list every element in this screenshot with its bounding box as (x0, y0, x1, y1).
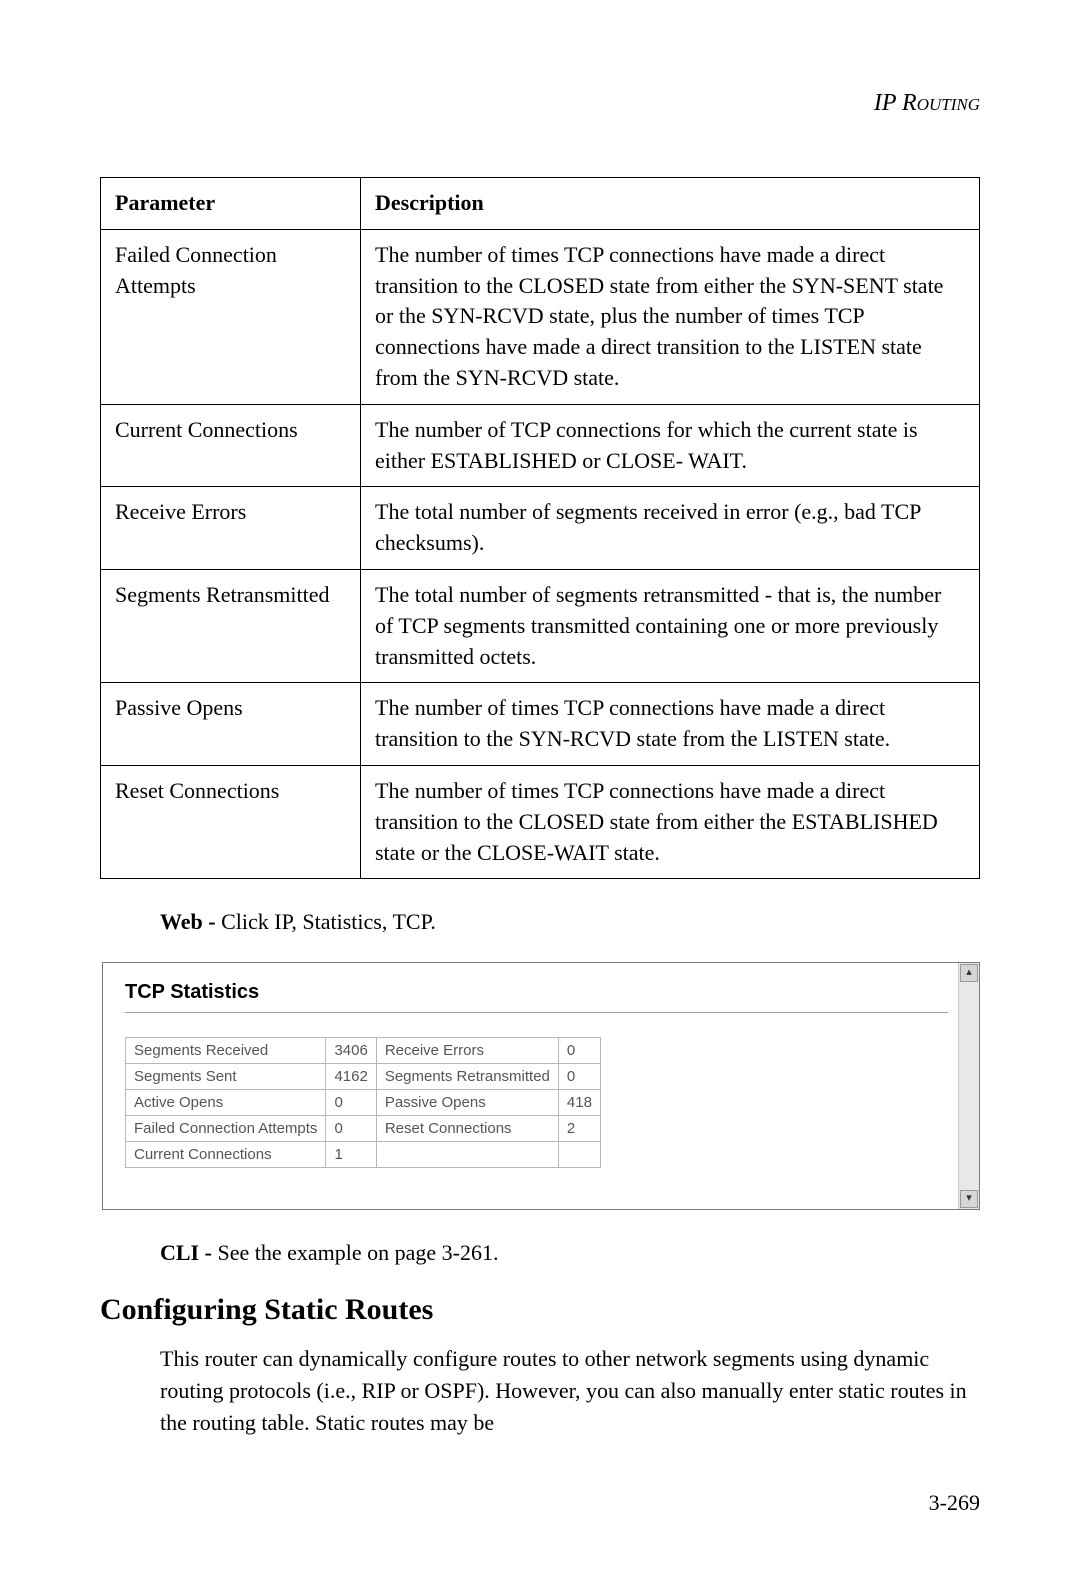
table-row: Receive Errors The total number of segme… (101, 487, 980, 570)
stat-label: Segments Received (126, 1038, 326, 1064)
cli-text: See the example on page 3-261. (217, 1240, 498, 1265)
table-row: Failed Connection Attempts The number of… (101, 229, 980, 404)
stat-value: 418 (558, 1090, 600, 1116)
stat-label: Active Opens (126, 1090, 326, 1116)
param-cell: Segments Retransmitted (101, 569, 361, 682)
stat-label: Reset Connections (376, 1116, 558, 1142)
stat-value: 2 (558, 1116, 600, 1142)
table-row: Segments Retransmitted The total number … (101, 569, 980, 682)
cli-instruction: CLI - See the example on page 3-261. (160, 1238, 980, 1269)
desc-cell: The total number of segments retransmitt… (361, 569, 980, 682)
running-header: IP Routing (100, 90, 980, 117)
vertical-scrollbar[interactable]: ▴ ▾ (959, 963, 979, 1209)
stat-value: 0 (558, 1038, 600, 1064)
stat-label: Failed Connection Attempts (126, 1116, 326, 1142)
param-cell: Current Connections (101, 404, 361, 487)
table-row: Segments Sent 4162 Segments Retransmitte… (126, 1064, 601, 1090)
stat-label: Segments Retransmitted (376, 1064, 558, 1090)
table-row: Passive Opens The number of times TCP co… (101, 683, 980, 766)
body-paragraph: This router can dynamically configure ro… (160, 1343, 980, 1439)
running-header-text: IP Routing (874, 90, 980, 116)
stat-label: Receive Errors (376, 1038, 558, 1064)
stat-label: Current Connections (126, 1142, 326, 1168)
scroll-up-button[interactable]: ▴ (960, 964, 978, 982)
stat-value: 3406 (326, 1038, 376, 1064)
table-row: Failed Connection Attempts 0 Reset Conne… (126, 1116, 601, 1142)
desc-cell: The number of times TCP connections have… (361, 765, 980, 878)
cli-label: CLI - (160, 1240, 217, 1265)
stat-label: Segments Sent (126, 1064, 326, 1090)
tcp-stats-title: TCP Statistics (125, 981, 948, 1004)
desc-header: Description (361, 178, 980, 230)
table-row: Segments Received 3406 Receive Errors 0 (126, 1038, 601, 1064)
param-cell: Receive Errors (101, 487, 361, 570)
stat-value: 0 (326, 1090, 376, 1116)
param-cell: Reset Connections (101, 765, 361, 878)
table-row: Current Connections 1 (126, 1142, 601, 1168)
parameter-table: Parameter Description Failed Connection … (100, 177, 980, 879)
divider (125, 1012, 948, 1013)
tcp-statistics-screenshot: TCP Statistics Segments Received 3406 Re… (102, 962, 980, 1210)
stat-value: 4162 (326, 1064, 376, 1090)
param-cell: Failed Connection Attempts (101, 229, 361, 404)
stat-value: 1 (326, 1142, 376, 1168)
scroll-down-button[interactable]: ▾ (960, 1190, 978, 1208)
stat-value: 0 (326, 1116, 376, 1142)
table-row: Active Opens 0 Passive Opens 418 (126, 1090, 601, 1116)
section-heading: Configuring Static Routes (100, 1293, 980, 1327)
desc-cell: The number of times TCP connections have… (361, 229, 980, 404)
stat-label (376, 1142, 558, 1168)
stat-value: 0 (558, 1064, 600, 1090)
stat-value (558, 1142, 600, 1168)
param-header: Parameter (101, 178, 361, 230)
screenshot-content: TCP Statistics Segments Received 3406 Re… (103, 963, 959, 1209)
page-number: 3-269 (929, 1490, 980, 1516)
web-label: Web - (160, 909, 221, 934)
web-instruction: Web - Click IP, Statistics, TCP. (160, 907, 980, 938)
desc-cell: The number of times TCP connections have… (361, 683, 980, 766)
tcp-stats-table: Segments Received 3406 Receive Errors 0 … (125, 1037, 601, 1168)
stat-label: Passive Opens (376, 1090, 558, 1116)
desc-cell: The number of TCP connections for which … (361, 404, 980, 487)
desc-cell: The total number of segments received in… (361, 487, 980, 570)
table-row: Reset Connections The number of times TC… (101, 765, 980, 878)
web-text: Click IP, Statistics, TCP. (221, 909, 436, 934)
table-row: Current Connections The number of TCP co… (101, 404, 980, 487)
param-cell: Passive Opens (101, 683, 361, 766)
